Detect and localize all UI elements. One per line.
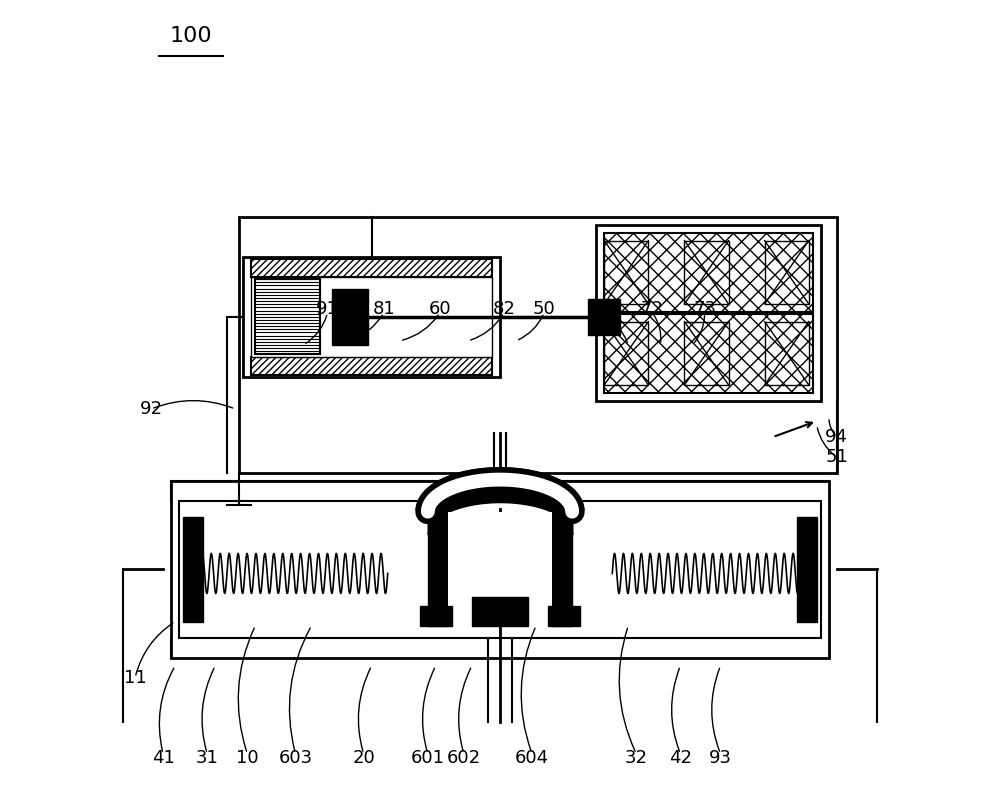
Bar	[604, 314, 813, 393]
Bar	[765, 241, 809, 304]
Bar	[684, 241, 729, 304]
Bar	[604, 241, 648, 304]
Bar	[588, 298, 620, 335]
Text: 602: 602	[447, 749, 481, 767]
Text: 604: 604	[515, 749, 549, 767]
Bar	[420, 606, 452, 626]
Bar	[552, 512, 572, 626]
Bar	[684, 322, 729, 385]
Bar	[604, 233, 813, 312]
Bar	[239, 217, 837, 473]
Bar	[243, 257, 500, 377]
Text: 100: 100	[170, 26, 213, 46]
Text: 50: 50	[533, 300, 555, 318]
Bar	[183, 517, 203, 622]
Bar	[255, 279, 320, 354]
Text: 94: 94	[825, 428, 848, 446]
Bar	[604, 322, 648, 385]
Text: 51: 51	[825, 448, 848, 466]
Bar	[428, 512, 448, 626]
Text: 92: 92	[140, 400, 163, 418]
Text: 81: 81	[372, 300, 395, 318]
Text: 31: 31	[196, 749, 219, 767]
Text: 42: 42	[669, 749, 692, 767]
Text: 32: 32	[625, 749, 648, 767]
Bar	[251, 277, 492, 357]
Text: 10: 10	[236, 749, 259, 767]
Text: 603: 603	[278, 749, 313, 767]
Bar	[448, 512, 552, 606]
Text: 41: 41	[152, 749, 175, 767]
Bar	[596, 225, 821, 401]
Bar	[171, 481, 829, 658]
Text: 91: 91	[316, 300, 339, 318]
Text: 71: 71	[589, 300, 612, 318]
Text: 60: 60	[429, 300, 451, 318]
Text: 72: 72	[641, 300, 664, 318]
Bar	[797, 517, 817, 622]
Bar	[765, 322, 809, 385]
Bar	[251, 259, 492, 277]
Text: 11: 11	[124, 669, 146, 687]
Bar	[251, 357, 492, 375]
Text: 93: 93	[709, 749, 732, 767]
Bar	[171, 481, 829, 501]
Text: 82: 82	[493, 300, 515, 318]
Bar	[171, 638, 829, 658]
Bar	[548, 606, 580, 626]
Bar	[332, 289, 368, 345]
Bar	[604, 312, 813, 314]
Bar	[179, 501, 821, 638]
Text: 73: 73	[693, 300, 716, 318]
Bar	[472, 597, 528, 626]
Text: 601: 601	[411, 749, 445, 767]
Text: 20: 20	[352, 749, 375, 767]
